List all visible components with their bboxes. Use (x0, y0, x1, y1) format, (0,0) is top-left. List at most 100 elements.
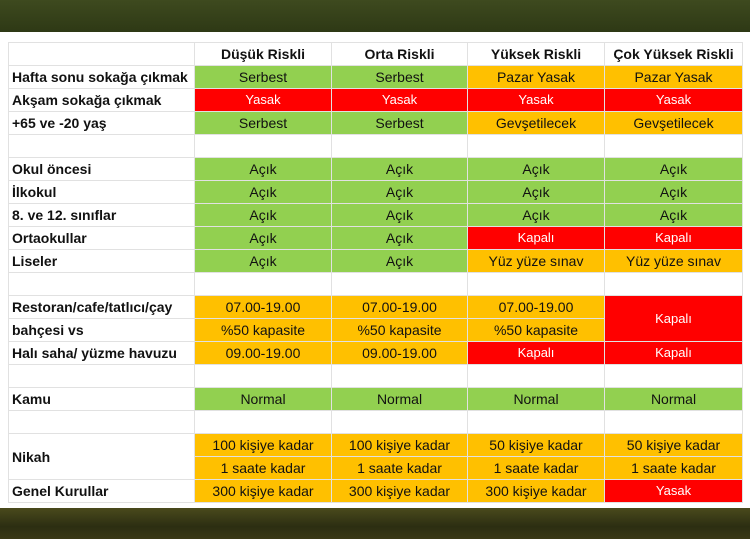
header-high-risk: Yüksek Riskli (467, 42, 605, 66)
cell: Açık (331, 180, 468, 204)
cell: Normal (331, 387, 468, 411)
header-very-high-risk: Çok Yüksek Riskli (604, 42, 743, 66)
table-row: Halı saha/ yüzme havuzu 09.00-19.00 09.0… (8, 341, 743, 365)
cell: 1 saate kadar (604, 456, 743, 480)
cell: Açık (467, 203, 605, 227)
cell: Normal (604, 387, 743, 411)
top-decor-band (0, 0, 750, 32)
cell: Açık (194, 157, 332, 181)
table-row: +65 ve -20 yaş Serbest Serbest Gevşetile… (8, 111, 743, 135)
cell: Yasak (194, 88, 332, 112)
cell: Açık (604, 203, 743, 227)
cell: Yasak (604, 88, 743, 112)
cell: 07.00-19.00 (467, 295, 605, 319)
cell: Yasak (331, 88, 468, 112)
cell: Kapalı (604, 341, 743, 365)
cell: 100 kişiye kadar (194, 433, 332, 457)
header-corner (8, 42, 195, 66)
table-row: bahçesi vs %50 kapasite %50 kapasite %50… (8, 318, 743, 342)
cell: Serbest (331, 111, 468, 135)
cell: Kapalı (604, 226, 743, 250)
table-row: Akşam sokağa çıkmak Yasak Yasak Yasak Ya… (8, 88, 743, 112)
row-label: Okul öncesi (8, 157, 195, 181)
cell: 50 kişiye kadar (604, 433, 743, 457)
cell: Açık (194, 203, 332, 227)
cell: 07.00-19.00 (194, 295, 332, 319)
row-label: İlkokul (8, 180, 195, 204)
header-low-risk: Düşük Riskli (194, 42, 332, 66)
spacer-row (8, 364, 743, 388)
cell: Serbest (194, 65, 332, 89)
cell: Normal (194, 387, 332, 411)
table-row: Genel Kurullar 300 kişiye kadar 300 kişi… (8, 479, 743, 503)
cell: Açık (467, 157, 605, 181)
cell: Açık (467, 180, 605, 204)
cell: Gevşetilecek (604, 111, 743, 135)
cell: %50 kapasite (331, 318, 468, 342)
bottom-decor-band (0, 508, 750, 539)
cell: 300 kişiye kadar (467, 479, 605, 503)
row-label: Liseler (8, 249, 195, 273)
cell: 50 kişiye kadar (467, 433, 605, 457)
cell: Açık (331, 203, 468, 227)
spacer-row (8, 272, 743, 296)
cell: 07.00-19.00 (331, 295, 468, 319)
table-row: Nikah 100 kişiye kadar 100 kişiye kadar … (8, 433, 743, 480)
row-label: bahçesi vs (8, 318, 195, 342)
cell: Açık (331, 226, 468, 250)
table-row: Liseler Açık Açık Yüz yüze sınav Yüz yüz… (8, 249, 743, 273)
cell: Normal (467, 387, 605, 411)
cell: Yasak (467, 88, 605, 112)
cell: %50 kapasite (194, 318, 332, 342)
table-row: Kamu Normal Normal Normal Normal (8, 387, 743, 411)
spacer-row (8, 410, 743, 434)
cell: Serbest (194, 111, 332, 135)
cell: 1 saate kadar (467, 456, 605, 480)
row-label: Hafta sonu sokağa çıkmak (8, 65, 195, 89)
table-row: Ortaokullar Açık Açık Kapalı Kapalı (8, 226, 743, 250)
cell: Pazar Yasak (467, 65, 605, 89)
risk-table-sheet: Düşük Riskli Orta Riskli Yüksek Riskli Ç… (0, 32, 750, 508)
row-label: Akşam sokağa çıkmak (8, 88, 195, 112)
cell: 1 saate kadar (331, 456, 468, 480)
spacer-row (8, 134, 743, 158)
row-label: Kamu (8, 387, 195, 411)
header-medium-risk: Orta Riskli (331, 42, 468, 66)
cell: %50 kapasite (467, 318, 605, 342)
cell: Yüz yüze sınav (604, 249, 743, 273)
cell: Açık (331, 249, 468, 273)
row-label: 8. ve 12. sınıflar (8, 203, 195, 227)
cell: Açık (604, 180, 743, 204)
cell: Açık (194, 180, 332, 204)
cell: Gevşetilecek (467, 111, 605, 135)
cell: 100 kişiye kadar (331, 433, 468, 457)
cell: 300 kişiye kadar (194, 479, 332, 503)
cell: Açık (194, 226, 332, 250)
cell: 300 kişiye kadar (331, 479, 468, 503)
cell: Serbest (331, 65, 468, 89)
row-label: Restoran/cafe/tatlıcı/çay (8, 295, 195, 319)
cell: 09.00-19.00 (331, 341, 468, 365)
cell: Kapalı (467, 226, 605, 250)
row-label: Genel Kurullar (8, 479, 195, 503)
row-label: Nikah (8, 433, 195, 480)
cell: Yasak (604, 479, 743, 503)
row-label: Ortaokullar (8, 226, 195, 250)
risk-restrictions-table: Düşük Riskli Orta Riskli Yüksek Riskli Ç… (8, 42, 743, 503)
table-row: Restoran/cafe/tatlıcı/çay 07.00-19.00 07… (8, 295, 743, 342)
cell: Yüz yüze sınav (467, 249, 605, 273)
header-row: Düşük Riskli Orta Riskli Yüksek Riskli Ç… (8, 42, 743, 66)
cell: Kapalı (604, 295, 743, 342)
cell: Açık (331, 157, 468, 181)
cell: 09.00-19.00 (194, 341, 332, 365)
table-row: Okul öncesi Açık Açık Açık Açık (8, 157, 743, 181)
table-row: 8. ve 12. sınıflar Açık Açık Açık Açık (8, 203, 743, 227)
cell: 1 saate kadar (194, 456, 332, 480)
row-label: +65 ve -20 yaş (8, 111, 195, 135)
cell: Açık (604, 157, 743, 181)
cell: Pazar Yasak (604, 65, 743, 89)
cell: Açık (194, 249, 332, 273)
row-label: Halı saha/ yüzme havuzu (8, 341, 195, 365)
table-row: İlkokul Açık Açık Açık Açık (8, 180, 743, 204)
cell: Kapalı (467, 341, 605, 365)
